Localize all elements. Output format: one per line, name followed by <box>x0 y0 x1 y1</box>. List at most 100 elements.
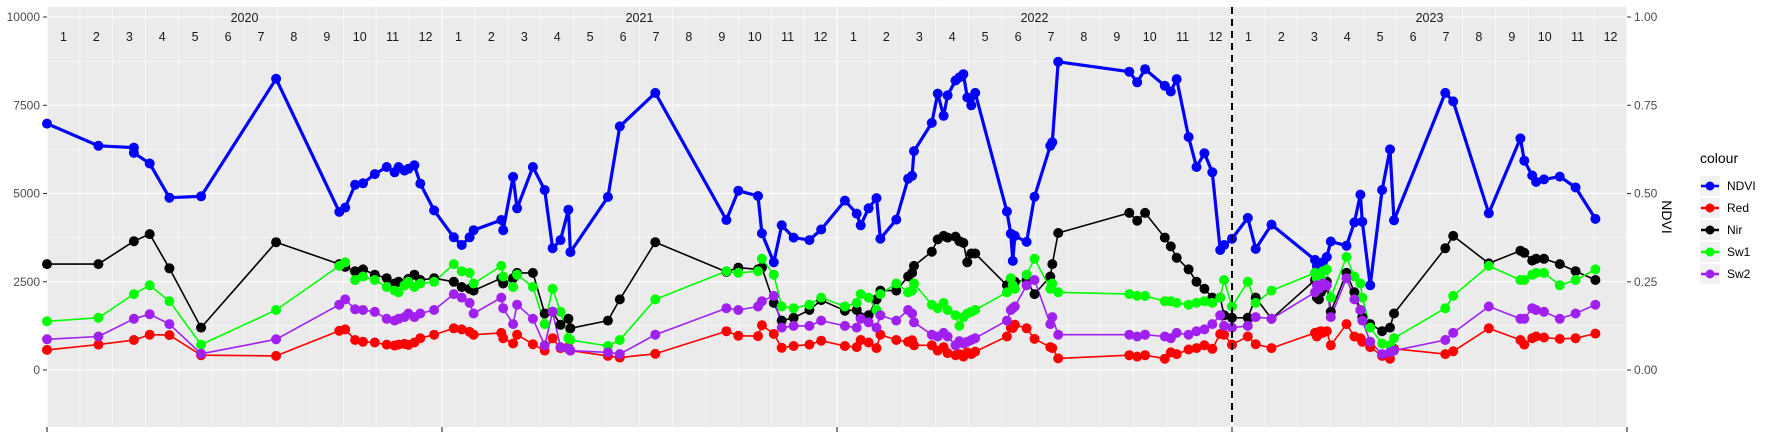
data-point-red <box>1159 353 1170 364</box>
month-label: 1 <box>1245 30 1252 44</box>
y2-tick-label: 0.50 <box>1634 187 1658 201</box>
data-point-ndvi <box>1590 213 1601 224</box>
data-point-sw1 <box>1531 267 1542 278</box>
data-point-red <box>1009 319 1020 330</box>
data-point-red <box>456 324 467 335</box>
data-point-nir <box>1539 253 1549 264</box>
data-point-red <box>527 339 538 350</box>
data-point-nir <box>962 257 973 268</box>
month-label: 2 <box>488 30 495 44</box>
y2-tick-label: 0.25 <box>1634 275 1658 289</box>
data-point-sw1 <box>768 269 779 280</box>
legend-key-point <box>1705 203 1715 213</box>
data-point-sw2 <box>650 329 661 340</box>
data-point-red <box>942 348 953 359</box>
data-point-sw2 <box>1250 312 1261 323</box>
data-point-sw1 <box>950 310 961 321</box>
data-point-ndvi <box>1531 176 1542 187</box>
data-point-sw2 <box>839 320 850 331</box>
data-point-nir <box>863 310 874 321</box>
data-point-sw1 <box>1009 283 1020 294</box>
data-point-nir <box>1519 247 1530 258</box>
data-point-sw2 <box>768 290 779 301</box>
data-point-nir <box>926 246 937 257</box>
data-point-red <box>1325 340 1336 351</box>
data-point-ndvi <box>1219 240 1230 250</box>
data-point-red <box>1440 349 1451 360</box>
data-point-sw2 <box>1266 313 1277 324</box>
data-point-red <box>369 337 380 348</box>
data-point-ndvi <box>907 170 918 181</box>
data-point-red <box>547 333 558 344</box>
data-point-ndvi <box>415 178 426 189</box>
data-point-ndvi <box>1053 56 1064 67</box>
month-label: 4 <box>1344 30 1351 44</box>
data-point-ndvi <box>768 257 779 268</box>
data-point-sw2 <box>539 340 550 351</box>
data-point-red <box>429 329 440 340</box>
month-label: 5 <box>982 30 989 44</box>
month-label: 8 <box>1475 30 1482 44</box>
month-label: 6 <box>620 30 627 44</box>
legend-key-point <box>1705 247 1715 257</box>
data-point-nir <box>1140 207 1151 218</box>
data-point-ndvi <box>271 73 282 84</box>
y2-tick-label: 0.75 <box>1634 98 1658 112</box>
data-point-ndvi <box>1385 144 1395 155</box>
month-label: 8 <box>290 30 297 44</box>
data-point-sw1 <box>1183 299 1194 310</box>
data-point-ndvi <box>788 232 799 243</box>
data-point-ndvi <box>1199 148 1210 159</box>
data-point-red <box>144 329 155 340</box>
legend-key-point <box>1705 181 1715 191</box>
data-point-ndvi <box>381 162 392 172</box>
data-point-sw1 <box>1215 292 1226 303</box>
data-point-sw2 <box>42 334 52 345</box>
data-point-red <box>839 341 850 351</box>
data-point-nir <box>456 282 467 292</box>
data-point-red <box>448 323 459 334</box>
legend-label: Sw1 <box>1727 245 1751 259</box>
data-point-sw2 <box>942 331 953 342</box>
data-point-ndvi <box>816 224 827 235</box>
data-point-sw1 <box>369 275 380 285</box>
data-point-ndvi <box>1321 252 1332 262</box>
year-label: 2020 <box>231 11 259 25</box>
data-point-red <box>1132 351 1143 362</box>
month-label: 12 <box>1209 30 1223 44</box>
data-point-sw1 <box>128 289 139 300</box>
data-point-ndvi <box>851 208 862 219</box>
month-label: 2 <box>883 30 890 44</box>
data-point-ndvi <box>756 228 767 239</box>
data-point-sw1 <box>448 259 459 270</box>
month-label: 9 <box>718 30 725 44</box>
data-point-red <box>1590 328 1601 339</box>
data-point-sw2 <box>863 317 874 328</box>
data-point-nir <box>1047 259 1058 270</box>
legend-label: Nir <box>1727 223 1742 237</box>
month-label: 12 <box>1604 30 1618 44</box>
month-label: 5 <box>1377 30 1384 44</box>
y2-tick-label: 0.00 <box>1634 363 1658 377</box>
data-point-sw2 <box>429 305 440 315</box>
data-point-ndvi <box>938 110 949 121</box>
data-point-nir <box>555 319 566 330</box>
data-point-sw1 <box>909 278 919 289</box>
data-point-sw2 <box>1365 336 1376 347</box>
data-point-sw1 <box>42 316 52 327</box>
data-point-sw2 <box>1207 319 1218 330</box>
data-point-ndvi <box>128 147 139 158</box>
data-point-ndvi <box>804 235 815 246</box>
data-point-ndvi <box>1539 174 1549 185</box>
data-point-red <box>1357 336 1368 347</box>
data-point-sw1 <box>464 267 475 278</box>
data-point-sw1 <box>539 319 550 330</box>
data-point-sw2 <box>1001 315 1012 326</box>
data-point-sw2 <box>1321 280 1332 291</box>
data-point-nir <box>93 259 104 270</box>
data-point-nir <box>164 263 175 274</box>
data-point-sw2 <box>464 297 475 308</box>
month-label: 1 <box>60 30 67 44</box>
data-point-sw1 <box>1029 253 1040 264</box>
data-point-sw2 <box>909 317 919 328</box>
